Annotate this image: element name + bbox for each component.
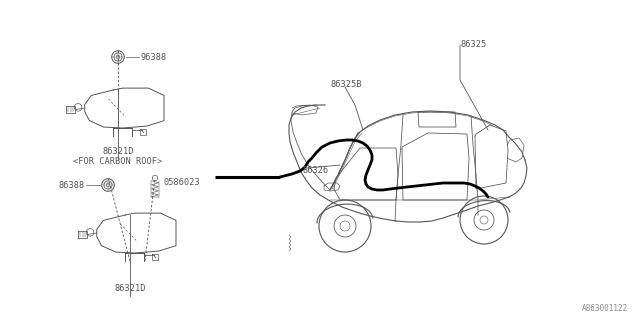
Text: 86388: 86388	[59, 180, 85, 189]
Text: 96388: 96388	[140, 52, 166, 61]
Text: A863001122: A863001122	[582, 304, 628, 313]
Text: 0586023: 0586023	[163, 178, 200, 187]
Text: 86321D: 86321D	[115, 284, 146, 293]
Text: 86325B: 86325B	[330, 80, 362, 89]
Text: 86326: 86326	[302, 165, 328, 174]
Text: 86325: 86325	[460, 40, 486, 49]
Text: 86321D: 86321D	[102, 147, 134, 156]
Text: <FOR CARBON ROOF>: <FOR CARBON ROOF>	[74, 157, 163, 166]
